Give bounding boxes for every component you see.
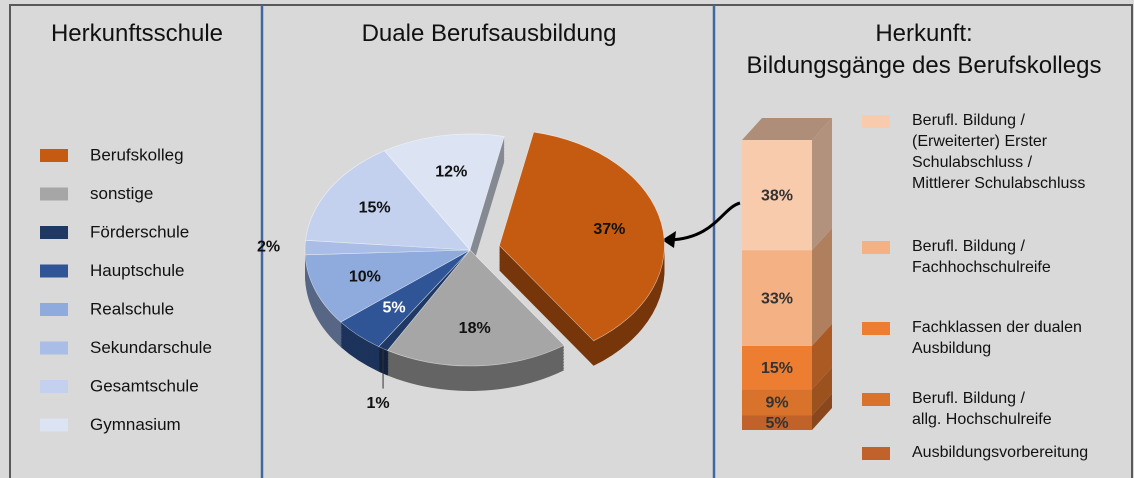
bar-segment (742, 345, 812, 390)
bar-segment (742, 389, 812, 416)
bar-side (812, 228, 832, 346)
slice (304, 249, 471, 323)
legend-swatch (40, 187, 68, 201)
slice (384, 133, 505, 251)
legend-label: Ausbildungsvorbereitung (912, 444, 1089, 461)
legend-label: Berufskolleg (90, 145, 184, 164)
chart-title: Duale Berufsausbildung (361, 20, 617, 47)
legend-label: Fachklassen der dualen Ausbildung (912, 319, 1082, 357)
legend-label: Berufl. Bildung / (Erweiterter) Erster S… (912, 112, 1086, 192)
data-label: 2% (257, 239, 280, 256)
legend-swatch (40, 303, 68, 316)
legend-swatch (40, 264, 68, 278)
legend-label: Berufl. Bildung / allg. Hochschulreife (912, 390, 1052, 428)
bar-segment (742, 140, 812, 251)
legend-label: Sekundarschule (90, 338, 212, 357)
legend-swatch (40, 418, 68, 432)
legend-label: Gymnasium (90, 415, 181, 434)
legend-label: Berufl. Bildung / Fachhochschulreife (912, 238, 1051, 276)
arrow-head (662, 231, 676, 248)
bar-side (812, 118, 832, 251)
data-label: 5% (765, 415, 788, 432)
legend-swatch (40, 341, 68, 355)
data-label: 12% (435, 163, 467, 180)
legend-swatch (40, 226, 68, 239)
slice (387, 249, 565, 367)
legend-title: Herkunftsschule (50, 20, 224, 47)
data-label: 15% (359, 200, 391, 217)
data-label: 9% (765, 395, 788, 412)
data-label: 38% (761, 187, 793, 204)
data-label: 33% (761, 290, 793, 307)
slice (499, 131, 665, 342)
bar-segment (742, 415, 812, 430)
legend-swatch (862, 447, 890, 460)
legend-label: Gesamtschule (90, 376, 199, 395)
slice (305, 150, 471, 251)
legend-label: sonstige (90, 184, 153, 203)
legend-swatch (40, 380, 68, 393)
bar-side (812, 367, 832, 416)
data-label: 37% (593, 221, 625, 238)
bar-top (742, 118, 832, 140)
bar-side (812, 323, 832, 390)
chart-title: Herkunft: Bildungsgänge des Berufskolleg… (746, 20, 1102, 79)
legend-swatch (862, 115, 890, 128)
bar-side (812, 393, 832, 430)
legend-swatch (862, 322, 890, 335)
legend-swatch (40, 149, 68, 162)
legend-swatch (862, 241, 890, 254)
data-label: 1% (366, 395, 389, 412)
data-label: 15% (761, 360, 793, 377)
frame (9, 4, 1133, 478)
data-label: 5% (382, 299, 405, 316)
data-label: 18% (459, 320, 491, 337)
data-label: 10% (349, 269, 381, 286)
legend-swatch (862, 393, 890, 406)
legend-label: Realschule (90, 299, 174, 318)
legend-label: Förderschule (90, 222, 189, 241)
bar-segment (742, 250, 812, 346)
legend-label: Hauptschule (90, 261, 185, 280)
arrow (669, 201, 741, 242)
